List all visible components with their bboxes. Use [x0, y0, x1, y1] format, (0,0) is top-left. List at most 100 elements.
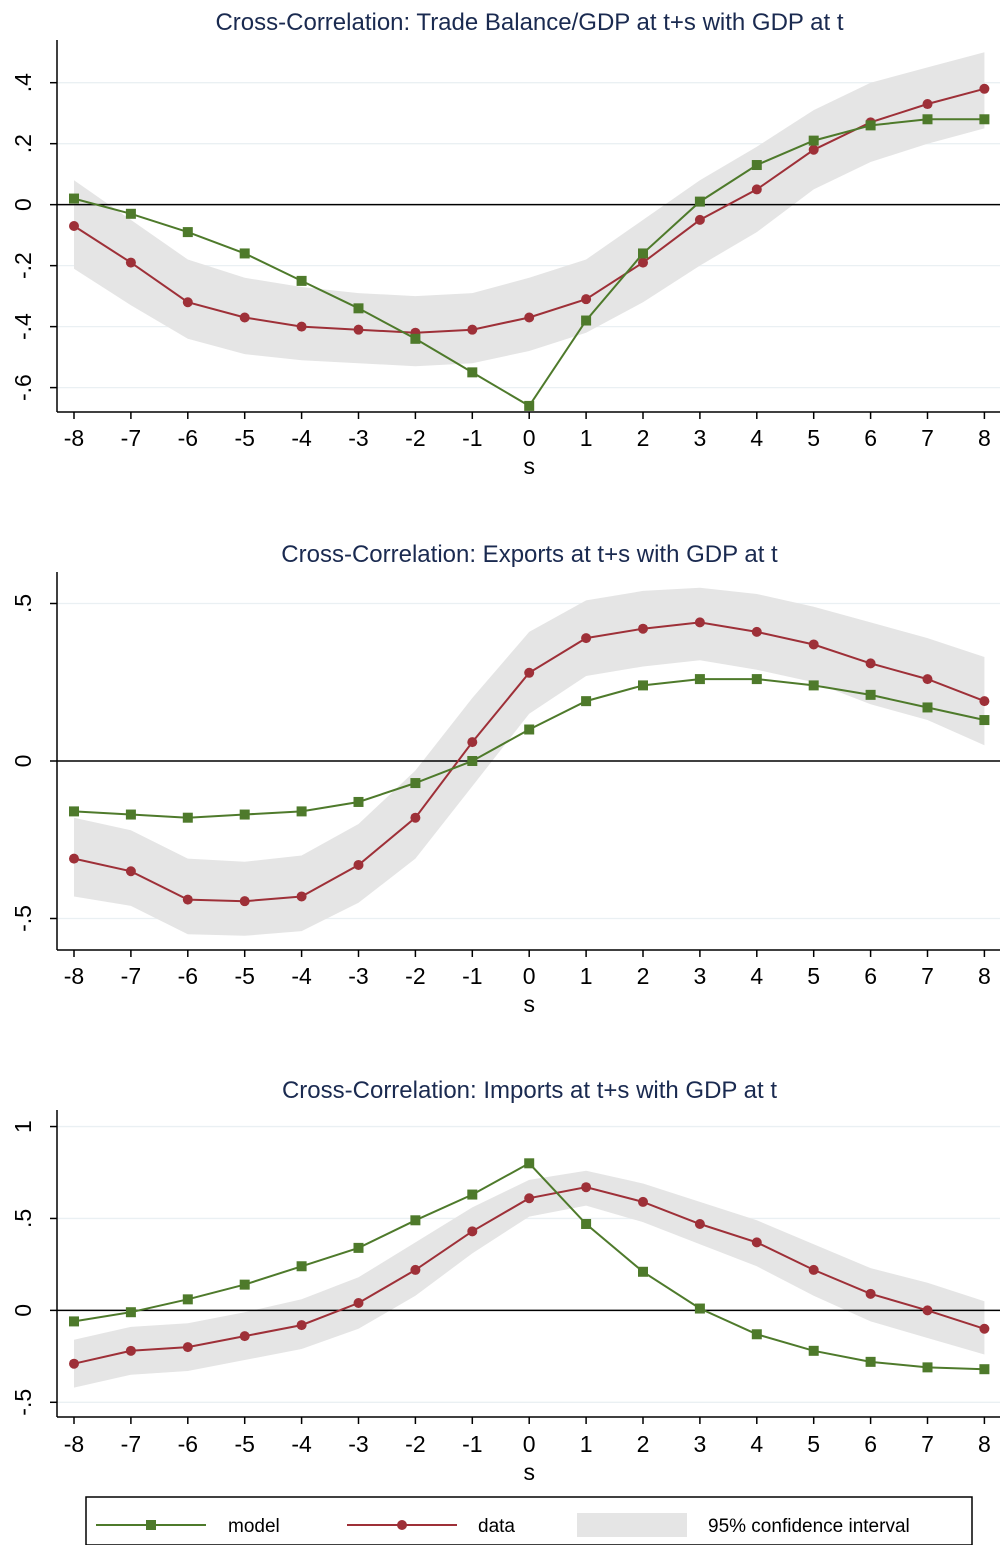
x-tick-label: 1	[580, 963, 593, 989]
model-point	[239, 809, 250, 820]
data-point	[808, 639, 819, 650]
data-point	[638, 1196, 648, 1207]
x-tick-label: -3	[348, 963, 368, 989]
model-point	[182, 1294, 193, 1305]
model-point	[638, 1266, 648, 1277]
x-tick-label: -3	[348, 1431, 368, 1457]
model-point	[751, 160, 762, 171]
model-point	[296, 275, 307, 286]
x-tick-label: -6	[178, 1431, 198, 1457]
model-point	[922, 702, 933, 713]
confidence-band	[74, 587, 985, 936]
data-point	[979, 83, 990, 94]
model-point	[751, 1329, 762, 1340]
x-tick-label: 6	[864, 1431, 877, 1457]
data-point	[69, 853, 79, 864]
model-point	[694, 674, 705, 685]
y-tick-label: .2	[10, 134, 36, 153]
data-point	[467, 1226, 478, 1237]
data-point	[922, 674, 933, 685]
model-point	[581, 696, 592, 707]
x-axis-label: s	[523, 991, 535, 1017]
model-point	[979, 1364, 990, 1375]
chart-title: Cross-Correlation: Trade Balance/GDP at …	[215, 9, 843, 36]
model-point	[524, 724, 535, 735]
model-point	[467, 756, 478, 766]
model-point	[581, 315, 592, 326]
y-tick-label: .5	[10, 1209, 36, 1228]
x-tick-label: 7	[921, 425, 934, 451]
model-point	[808, 1345, 819, 1356]
data-point	[808, 1264, 819, 1275]
data-point	[69, 1358, 79, 1369]
data-point	[296, 891, 307, 902]
confidence-band	[74, 52, 985, 367]
x-tick-label: -6	[178, 425, 198, 451]
x-tick-label: -8	[64, 1431, 84, 1457]
data-point	[524, 312, 535, 323]
x-tick-label: -7	[121, 963, 141, 989]
model-point	[979, 715, 990, 726]
legend-ci-swatch	[577, 1513, 687, 1537]
x-tick-label: 8	[978, 1431, 991, 1457]
model-point	[922, 114, 933, 125]
x-tick-label: 2	[637, 963, 650, 989]
model-point	[410, 333, 421, 344]
model-point	[239, 1279, 250, 1290]
model-point	[751, 674, 762, 685]
data-point	[524, 667, 535, 678]
model-point	[581, 1218, 592, 1229]
y-tick-label: -.5	[10, 1389, 36, 1416]
data-point	[979, 1323, 990, 1334]
x-axis-label: s	[523, 453, 535, 479]
data-point	[581, 633, 592, 644]
x-axis-label: s	[523, 1459, 535, 1485]
x-tick-label: 3	[694, 963, 707, 989]
x-tick-label: -8	[64, 425, 84, 451]
model-point	[524, 400, 535, 411]
x-tick-label: -1	[462, 1431, 482, 1457]
model-point	[182, 812, 193, 823]
data-point	[467, 324, 478, 335]
model-point	[239, 248, 250, 259]
data-point	[182, 297, 193, 308]
data-point	[125, 257, 136, 268]
data-point	[296, 1320, 307, 1331]
data-point	[694, 214, 705, 225]
x-tick-label: 0	[523, 425, 536, 451]
model-point	[296, 806, 307, 817]
data-point	[638, 257, 648, 268]
data-point	[694, 1218, 705, 1229]
data-point	[410, 812, 421, 823]
x-tick-label: 7	[921, 1431, 934, 1457]
x-tick-label: -1	[462, 425, 482, 451]
x-tick-label: 4	[750, 963, 763, 989]
legend-data-marker	[397, 1520, 407, 1530]
data-point	[808, 144, 819, 155]
data-point	[353, 859, 364, 870]
chart-panel-1: Cross-Correlation: Trade Balance/GDP at …	[10, 9, 1000, 479]
legend-frame	[85, 1496, 973, 1545]
x-tick-label: 5	[807, 425, 820, 451]
model-point	[410, 1215, 421, 1226]
data-point	[694, 617, 705, 628]
legend-ci-label: 95% confidence interval	[708, 1516, 910, 1537]
x-tick-label: 8	[978, 425, 991, 451]
x-tick-label: 5	[807, 963, 820, 989]
x-tick-label: -7	[121, 1431, 141, 1457]
model-point	[467, 367, 478, 378]
data-point	[296, 321, 307, 332]
x-tick-label: -2	[405, 963, 425, 989]
model-point	[865, 689, 876, 700]
data-point	[979, 696, 990, 707]
data-point	[182, 894, 193, 905]
model-point	[125, 1307, 136, 1318]
y-tick-label: -.5	[10, 905, 36, 932]
x-tick-label: 3	[694, 1431, 707, 1457]
data-point	[182, 1342, 193, 1353]
data-point	[125, 1345, 136, 1356]
x-tick-label: -5	[234, 963, 254, 989]
model-point	[125, 809, 136, 820]
x-tick-label: -6	[178, 963, 198, 989]
legend-model-marker	[146, 1520, 156, 1530]
